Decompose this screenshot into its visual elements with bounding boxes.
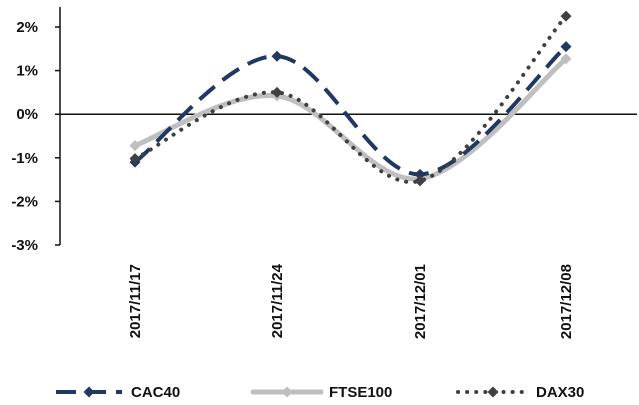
x-tick-label: 2017/11/17: [127, 264, 144, 338]
data-point-marker: [560, 10, 572, 22]
y-tick-label: -1%: [11, 150, 38, 167]
series-line: [132, 56, 569, 182]
x-tick-label: 2017/12/01: [412, 264, 429, 339]
legend-label: FTSE100: [329, 384, 392, 401]
data-point-marker: [129, 153, 141, 165]
y-axis-ticks: 2% 1% 0% -1% -2% -3%: [11, 19, 60, 254]
data-point-marker: [414, 168, 426, 180]
series-layer: [129, 10, 572, 187]
x-tick-label: 2017/11/24: [269, 263, 286, 338]
data-point-marker: [271, 50, 283, 62]
legend-item-ftse100: FTSE100: [250, 384, 392, 401]
y-tick-label: 0%: [16, 106, 38, 123]
data-point-marker: [129, 140, 141, 152]
legend-swatch-marker: [83, 386, 95, 398]
data-point-marker: [414, 175, 426, 187]
legend-swatch-marker: [281, 386, 293, 398]
y-tick-label: 1%: [16, 63, 38, 80]
x-tick-label: 2017/12/08: [558, 264, 575, 339]
y-tick-label: 2%: [16, 19, 38, 36]
y-tick-label: -2%: [11, 193, 38, 210]
legend-item-cac40: CAC40: [56, 384, 180, 401]
data-point-marker: [560, 41, 572, 53]
legend-item-dax30: DAX30: [456, 384, 584, 401]
x-axis-ticks: 2017/11/17 2017/11/24 2017/12/01 2017/12/08: [127, 263, 575, 339]
legend-label: CAC40: [131, 384, 180, 401]
series-dax30: [129, 10, 572, 187]
series-line: [133, 45, 568, 177]
y-tick-label: -3%: [11, 237, 38, 254]
data-point-marker: [560, 53, 572, 65]
legend: CAC40 FTSE100 DAX30: [56, 384, 584, 401]
legend-label: DAX30: [536, 384, 584, 401]
data-point-marker: [271, 86, 283, 98]
legend-swatch-marker: [487, 386, 499, 398]
series-cac40: [129, 41, 572, 180]
